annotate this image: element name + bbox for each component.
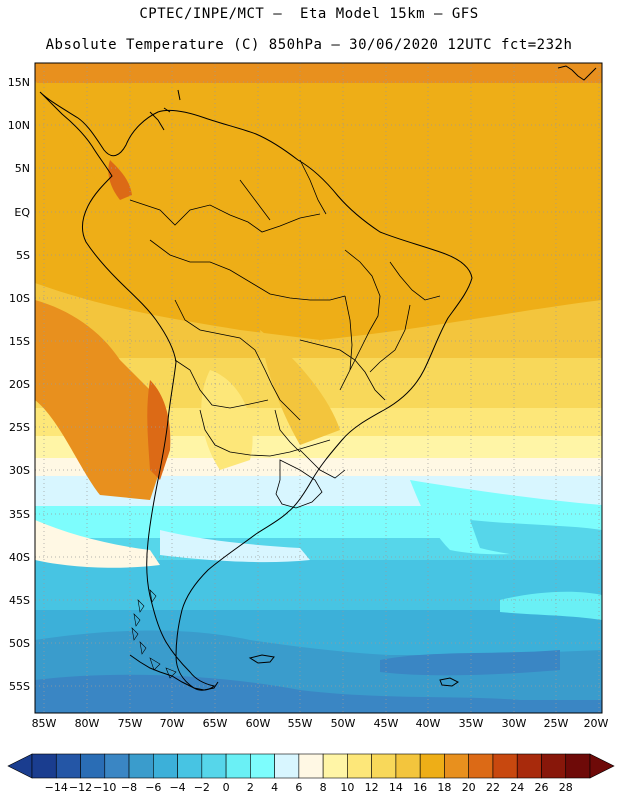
lat-label: 45S [9,594,30,607]
colorbar-swatch [395,753,421,779]
colorbar-labels: −14 −12 −10 −8 −6 −4 −2 0 2 4 6 8 10 12 14 16 18 20 22 24 26… [45,781,573,794]
colorbar-tick-label: 16 [413,781,427,794]
colorbar-swatch [322,753,348,779]
colorbar-swatch [177,753,203,779]
colorbar-tick-label: 22 [486,781,500,794]
latitude-labels: 15N 10N 5N EQ 5S 10S 15S 20S 25S 30S 35S… [8,76,31,693]
chilean-islands [131,589,177,679]
coastlines [39,65,597,691]
colorbar-left-arrow [7,753,33,779]
lat-label: 55S [9,680,30,693]
lat-label: 30S [9,464,30,477]
colorbar-swatch [492,753,518,779]
colorbar-swatch [541,753,567,779]
colorbar-tick-label: 26 [534,781,548,794]
colorbar-tick-label: 20 [462,781,476,794]
colorbar-swatch [371,753,397,779]
lon-label: 35W [459,717,484,730]
lon-label: 20W [584,717,609,730]
lon-label: 55W [288,717,313,730]
lon-label: 30W [502,717,527,730]
lon-label: 65W [203,717,228,730]
lon-label: 75W [118,717,143,730]
colorbar-swatch [55,753,81,779]
lat-label: EQ [14,206,30,219]
lon-label: 80W [75,717,100,730]
colorbar-swatch [225,753,251,779]
colorbar-swatch [80,753,106,779]
colorbar-tick-label: −14 [45,781,68,794]
colorbar-swatch [250,753,275,779]
colorbar-tick-label: 10 [340,781,354,794]
colorbar-tick-label: −6 [145,781,161,794]
temperature-field [35,63,602,713]
colorbar-tick-label: −2 [194,781,210,794]
colorbar-right-arrow [589,753,615,779]
colorbar-swatch [104,753,130,779]
lat-label: 10S [9,292,30,305]
lon-label: 60W [246,717,271,730]
colorbar [7,753,615,779]
lat-label: 5N [15,162,30,175]
colorbar-swatch [516,753,542,779]
colorbar-tick-label: 18 [437,781,451,794]
lon-label: 25W [544,717,569,730]
lat-label: 20S [9,378,30,391]
colorbar-tick-label: 14 [389,781,403,794]
lon-label: 50W [331,717,356,730]
lon-label: 70W [160,717,185,730]
colorbar-tick-label: 24 [510,781,524,794]
colorbar-tick-label: −12 [69,781,92,794]
lat-label: 50S [9,637,30,650]
colorbar-tick-label: −10 [93,781,116,794]
lat-label: 15S [9,335,30,348]
colorbar-swatch [201,753,227,779]
lat-label: 15N [8,76,30,89]
longitude-labels: 85W 80W 75W 70W 65W 60W 55W 50W 45W 40W … [32,717,609,730]
model-title: CPTEC/INPE/MCT – Eta Model 15km – GFS [139,6,479,22]
lat-label: 10N [8,119,30,132]
lat-label: 25S [9,421,30,434]
colorbar-tick-label: 12 [365,781,379,794]
map-frame [34,62,603,714]
lat-label: 5S [16,249,30,262]
colorbar-swatch [298,753,324,779]
lon-label: 85W [32,717,57,730]
colorbar-swatch [347,753,372,779]
colorbar-tick-label: −4 [169,781,185,794]
colorbar-tick-label: 0 [223,781,230,794]
colorbar-tick-label: 28 [559,781,573,794]
field-title: Absolute Temperature (C) 850hPa – 30/06/… [45,37,573,53]
colorbar-tick-label: 4 [271,781,278,794]
country-borders [129,159,441,509]
colorbar-swatch [444,753,469,779]
colorbar-swatch [468,753,494,779]
colorbar-tick-label: 2 [247,781,254,794]
colorbar-swatch [153,753,178,779]
colorbar-swatch [419,753,445,779]
colorbar-swatch [274,753,300,779]
lat-label: 40S [9,551,30,564]
colorbar-swatch [31,753,57,779]
colorbar-tick-label: 8 [320,781,327,794]
colorbar-swatch [128,753,154,779]
colorbar-tick-label: 6 [295,781,302,794]
colorbar-swatch [565,753,591,779]
lat-label: 35S [9,508,30,521]
lon-label: 45W [374,717,399,730]
lon-label: 40W [416,717,441,730]
colorbar-tick-label: −8 [121,781,137,794]
